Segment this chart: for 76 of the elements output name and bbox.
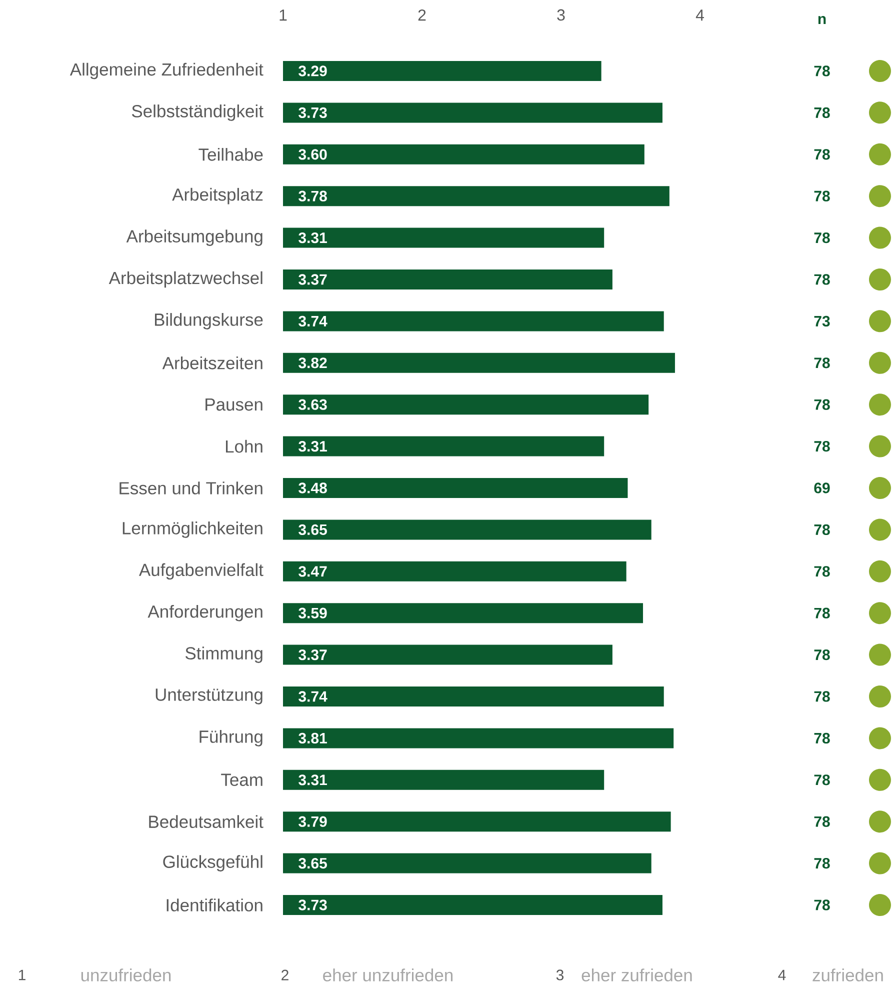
text: 78 bbox=[814, 732, 830, 744]
y-tick-label: Lernmöglichkeiten bbox=[122, 522, 262, 538]
text: n bbox=[818, 16, 826, 24]
text: zufrieden bbox=[812, 968, 883, 982]
y-tick-label: Essen und Trinken bbox=[120, 482, 262, 494]
y-tick-label: Selbstständigkeit bbox=[132, 104, 264, 121]
text: 78 bbox=[814, 440, 830, 452]
x-tick-label: 1 bbox=[280, 10, 287, 21]
text: 1 bbox=[18, 970, 26, 980]
data-label: 3.78 bbox=[298, 190, 327, 202]
data-label: 3.29 bbox=[298, 66, 327, 76]
data-label: 3.82 bbox=[298, 358, 327, 368]
y-tick-label: Arbeitsplatz bbox=[172, 188, 263, 204]
y-tick-label: Aufgabenvielfalt bbox=[138, 563, 264, 580]
data-label: 3.60 bbox=[298, 149, 327, 160]
y-tick-label: Lohn bbox=[226, 440, 262, 453]
y-tick-label: Unterstützung bbox=[156, 688, 262, 704]
data-label: 3.47 bbox=[298, 566, 327, 577]
text: 78 bbox=[814, 107, 830, 118]
data-label: 3.65 bbox=[298, 858, 327, 869]
text: eher unzufrieden bbox=[323, 968, 452, 982]
text: eher zufrieden bbox=[582, 968, 692, 982]
data-label: 3.73 bbox=[298, 107, 327, 118]
text: 73 bbox=[814, 316, 830, 327]
y-tick-label: Glücksgefühl bbox=[163, 855, 262, 872]
text: 78 bbox=[814, 608, 830, 618]
x-tick-label: 4 bbox=[696, 10, 704, 21]
y-tick-label: Anforderungen bbox=[148, 604, 262, 622]
text: 78 bbox=[814, 149, 830, 160]
data-label: 3.73 bbox=[298, 900, 327, 910]
text: 78 bbox=[814, 649, 830, 660]
text: 4 bbox=[778, 970, 786, 980]
data-label: 3.31 bbox=[298, 774, 327, 786]
text: 3 bbox=[556, 970, 564, 980]
data-label: 3.74 bbox=[298, 691, 328, 702]
data-label: 3.79 bbox=[298, 816, 327, 827]
data-label: 3.48 bbox=[298, 482, 327, 494]
y-tick-label: Stimmung bbox=[186, 646, 262, 663]
y-tick-label: Teilhabe bbox=[198, 148, 263, 161]
y-tick-label: Führung bbox=[200, 730, 262, 746]
data-label: 3.37 bbox=[298, 649, 327, 660]
y-tick-label: Team bbox=[221, 774, 262, 786]
text: 78 bbox=[814, 232, 830, 244]
data-label: 3.31 bbox=[298, 440, 327, 452]
data-label: 3.59 bbox=[298, 608, 327, 618]
text: 78 bbox=[814, 524, 830, 535]
text: 78 bbox=[814, 566, 830, 577]
text: 78 bbox=[814, 691, 830, 702]
x-tick-label: 3 bbox=[557, 9, 565, 21]
data-label: 3.63 bbox=[298, 399, 327, 410]
text: 78 bbox=[814, 399, 830, 410]
data-label: 3.37 bbox=[298, 274, 327, 285]
y-tick-label: Identifikation bbox=[166, 898, 262, 912]
y-tick-label: Arbeitsumgebung bbox=[126, 230, 262, 246]
x-tick-label: 2 bbox=[418, 9, 426, 21]
text: 78 bbox=[814, 774, 830, 786]
data-label: 3.81 bbox=[298, 732, 327, 744]
y-tick-label: Allgemeine Zufriedenheit bbox=[70, 62, 264, 80]
text: 78 bbox=[814, 190, 830, 202]
text: 69 bbox=[814, 482, 830, 494]
y-tick-label: Arbeitszeiten bbox=[162, 356, 262, 370]
y-tick-label: Bedeutsamkeit bbox=[149, 815, 264, 828]
text: unzufrieden bbox=[81, 968, 171, 982]
text: 2 bbox=[282, 970, 288, 980]
text: 78 bbox=[814, 66, 830, 76]
y-tick-label: Arbeitsplatzwechsel bbox=[108, 271, 262, 288]
data-label: 3.74 bbox=[298, 316, 328, 327]
data-label: 3.65 bbox=[298, 524, 327, 536]
text: 78 bbox=[814, 816, 830, 827]
text: 78 bbox=[814, 274, 830, 285]
data-label: 3.31 bbox=[298, 232, 327, 244]
text: 78 bbox=[814, 858, 830, 869]
y-tick-label: Pausen bbox=[206, 398, 262, 411]
text: 78 bbox=[814, 900, 830, 910]
text: 78 bbox=[814, 358, 830, 368]
y-tick-label: Bildungskurse bbox=[154, 313, 263, 330]
